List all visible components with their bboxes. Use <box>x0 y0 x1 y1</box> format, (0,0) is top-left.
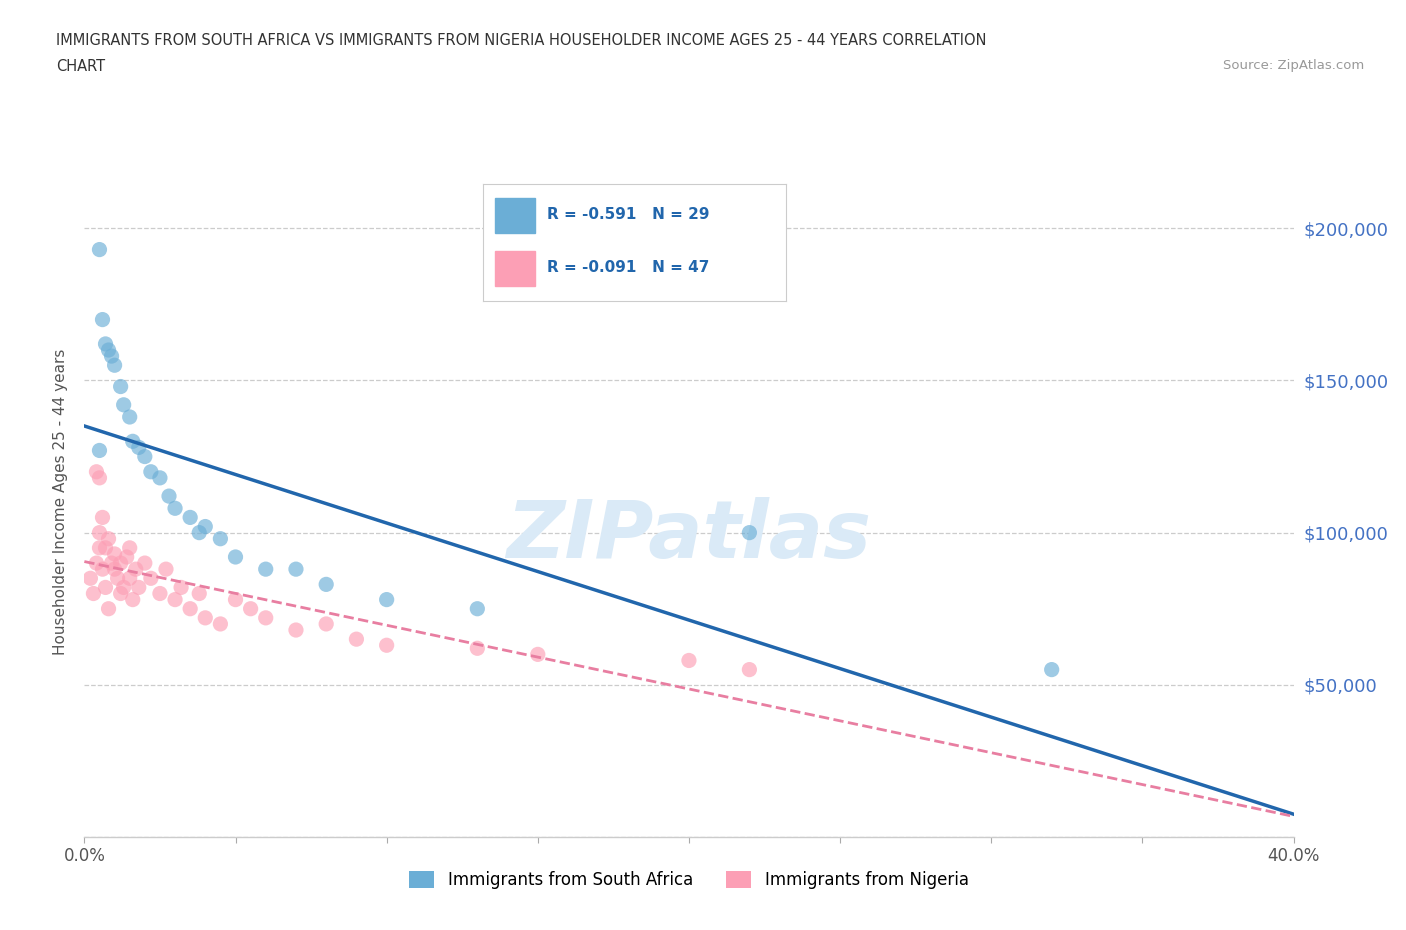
Point <box>225 550 247 565</box>
Text: Source: ZipAtlas.com: Source: ZipAtlas.com <box>1223 59 1364 72</box>
Point <box>179 602 201 617</box>
Point <box>112 397 135 412</box>
Point <box>315 617 337 631</box>
Point <box>89 540 111 555</box>
Point <box>110 555 132 570</box>
Point <box>118 571 141 586</box>
Point <box>188 525 211 540</box>
Point <box>110 379 132 394</box>
Point <box>100 555 122 570</box>
Point <box>1040 662 1063 677</box>
Point <box>97 342 120 357</box>
Point <box>375 592 398 607</box>
Point <box>165 501 187 516</box>
Point <box>91 312 114 327</box>
Point <box>104 547 127 562</box>
Point <box>170 580 193 595</box>
Point <box>121 434 143 449</box>
Point <box>149 471 172 485</box>
Point <box>82 586 104 601</box>
Point <box>254 562 277 577</box>
Point <box>91 562 114 577</box>
Point <box>149 586 172 601</box>
Point <box>86 555 108 570</box>
Point <box>89 443 111 458</box>
Point <box>107 571 129 586</box>
Point <box>104 562 127 577</box>
Point <box>118 409 141 424</box>
Point <box>467 602 489 617</box>
Point <box>194 610 217 625</box>
Point <box>97 602 120 617</box>
Point <box>115 550 138 565</box>
Point <box>346 631 368 646</box>
Point <box>128 440 150 455</box>
Point <box>89 525 111 540</box>
Point <box>97 531 120 546</box>
Point <box>738 662 761 677</box>
Point <box>375 638 398 653</box>
Point <box>165 592 187 607</box>
Point <box>254 610 277 625</box>
Point <box>89 242 111 257</box>
Point <box>112 580 135 595</box>
Point <box>139 464 162 479</box>
Point <box>110 586 132 601</box>
Text: CHART: CHART <box>56 59 105 73</box>
Point <box>285 622 308 637</box>
Point <box>139 571 162 586</box>
Point <box>125 562 148 577</box>
Point <box>128 580 150 595</box>
Point <box>225 592 247 607</box>
Point <box>94 540 117 555</box>
Point <box>738 525 761 540</box>
Point <box>94 580 117 595</box>
Text: IMMIGRANTS FROM SOUTH AFRICA VS IMMIGRANTS FROM NIGERIA HOUSEHOLDER INCOME AGES : IMMIGRANTS FROM SOUTH AFRICA VS IMMIGRAN… <box>56 33 987 47</box>
Point <box>100 349 122 364</box>
Point <box>239 602 262 617</box>
Text: ZIPatlas: ZIPatlas <box>506 497 872 575</box>
Point <box>527 647 550 662</box>
Point <box>94 337 117 352</box>
Point <box>315 577 337 591</box>
Point <box>285 562 308 577</box>
Point <box>155 562 177 577</box>
Point <box>134 449 156 464</box>
Point <box>179 510 201 525</box>
Point <box>188 586 211 601</box>
Point <box>209 617 232 631</box>
Point <box>209 531 232 546</box>
Y-axis label: Householder Income Ages 25 - 44 years: Householder Income Ages 25 - 44 years <box>53 349 69 656</box>
Point <box>121 592 143 607</box>
Legend: Immigrants from South Africa, Immigrants from Nigeria: Immigrants from South Africa, Immigrants… <box>402 864 976 896</box>
Point <box>157 488 180 503</box>
Point <box>134 555 156 570</box>
Point <box>104 358 127 373</box>
Point <box>467 641 489 656</box>
Point <box>118 540 141 555</box>
Point <box>79 571 101 586</box>
Point <box>86 464 108 479</box>
Point <box>678 653 700 668</box>
Point <box>194 519 217 534</box>
Point <box>91 510 114 525</box>
Point <box>89 471 111 485</box>
